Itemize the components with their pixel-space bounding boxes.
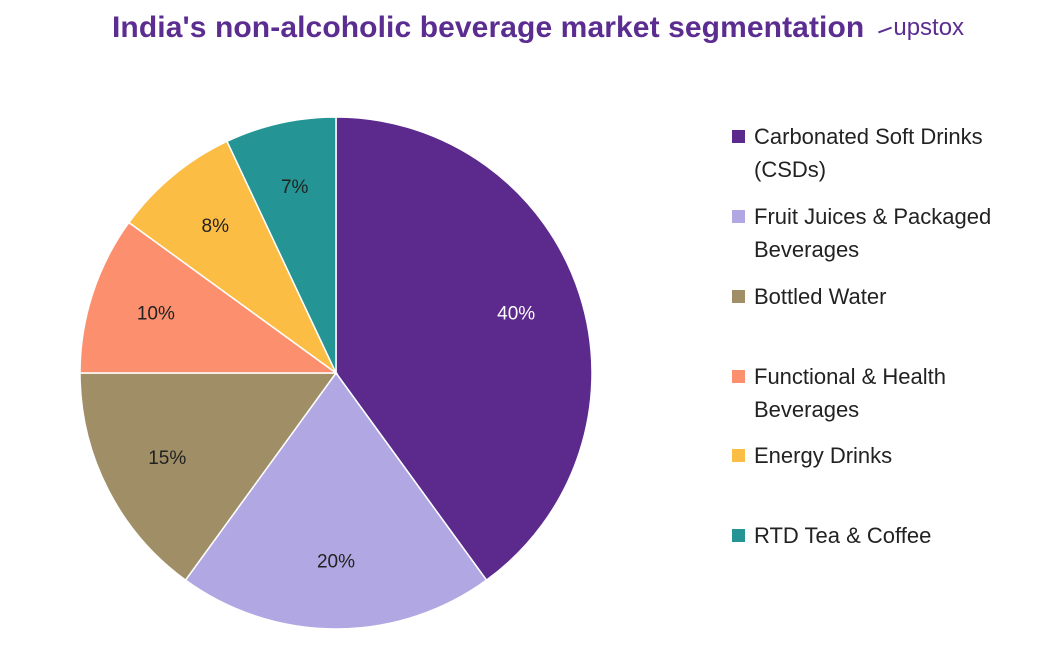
data-label-water: 15%	[148, 448, 186, 469]
legend-label-csd: Carbonated Soft Drinks (CSDs)	[754, 124, 983, 182]
legend-label-water: Bottled Water	[754, 284, 887, 309]
pie-slice-juice	[184, 371, 488, 630]
legend-item-energy: Energy Drinks	[732, 439, 1014, 472]
legend-label-juice: Fruit Juices & Packaged Beverages	[754, 204, 992, 262]
legend-swatch-csd	[732, 130, 745, 143]
legend-swatch-water	[732, 290, 745, 303]
chart-title: India's non-alcoholic beverage market se…	[112, 11, 865, 44]
data-label-juice: 20%	[317, 551, 355, 572]
legend-swatch-energy	[732, 449, 745, 462]
header: India's non-alcoholic beverage market se…	[112, 8, 964, 48]
legend-swatch-tea	[732, 529, 745, 542]
legend-label-tea: RTD Tea & Coffee	[754, 523, 932, 548]
pie-slice-water	[79, 372, 338, 582]
legend-item-water: Bottled Water	[732, 280, 1014, 313]
pie-slice-energy	[127, 140, 337, 374]
pie-slice-tea	[226, 116, 337, 374]
pie-slice-functional	[79, 221, 339, 374]
data-label-csd: 40%	[497, 303, 535, 324]
legend-label-functional: Functional & Health Beverages	[754, 364, 946, 422]
data-label-tea: 7%	[281, 177, 309, 198]
data-label-energy: 8%	[202, 216, 230, 237]
brand-name: upstox	[893, 14, 965, 41]
legend-swatch-juice	[732, 210, 745, 223]
legend-item-tea: RTD Tea & Coffee	[732, 519, 1014, 552]
legend-label-energy: Energy Drinks	[754, 443, 893, 468]
legend-item-csd: Carbonated Soft Drinks (CSDs)	[732, 120, 1014, 186]
legend-swatch-functional	[732, 370, 745, 383]
data-label-functional: 10%	[137, 303, 175, 324]
legend-item-juice: Fruit Juices & Packaged Beverages	[732, 200, 1014, 266]
pie-slice-csd	[335, 116, 593, 582]
brand-logo: upstox	[878, 14, 964, 42]
legend-item-functional: Functional & Health Beverages	[732, 360, 1014, 426]
